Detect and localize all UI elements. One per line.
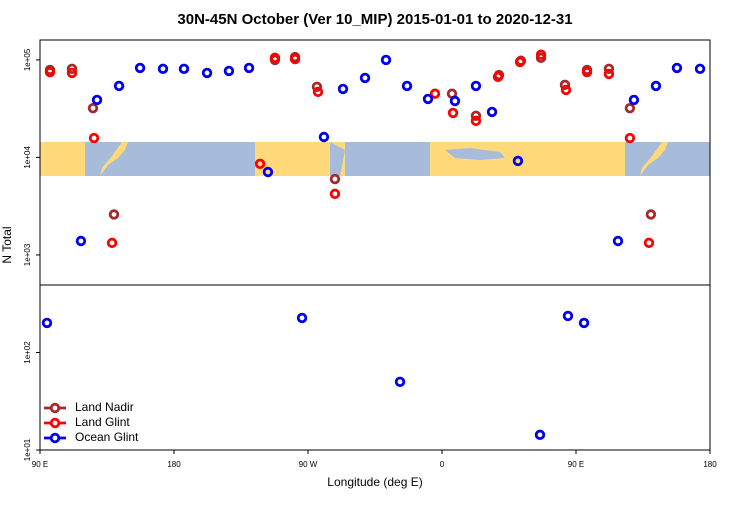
x-tick-label: 0 (440, 460, 445, 469)
point (694, 63, 706, 75)
point (535, 49, 547, 60)
point (486, 106, 498, 118)
point (559, 79, 571, 91)
point (612, 235, 624, 247)
x-tick-label: 180 (703, 460, 717, 469)
point (447, 107, 459, 119)
point (296, 312, 308, 324)
point (429, 88, 441, 99)
point (88, 132, 100, 144)
point (581, 66, 593, 78)
point (329, 173, 341, 185)
x-tick-label: 90 W (299, 460, 318, 469)
y-tick-label: 1e+04 (23, 146, 32, 169)
point (289, 53, 301, 65)
point (628, 94, 640, 106)
legend-label: Ocean Glint (75, 430, 139, 444)
point (534, 429, 546, 441)
point (394, 376, 406, 388)
map-band (40, 142, 710, 176)
chart-title: 30N-45N October (Ver 10_MIP) 2015-01-01 … (177, 11, 572, 28)
point (560, 84, 572, 96)
point (66, 67, 78, 79)
point (671, 62, 683, 74)
legend-swatch (49, 432, 61, 444)
point (262, 166, 274, 178)
point (470, 115, 482, 127)
point (337, 83, 349, 95)
point (91, 94, 103, 106)
point (643, 237, 655, 249)
point (562, 310, 574, 322)
x-tick-label: 90 E (32, 460, 48, 469)
point (645, 209, 657, 220)
legend-swatch (49, 417, 61, 429)
legend-label: Land Nadir (75, 400, 134, 414)
point (401, 80, 413, 92)
x-axis-label: Longitude (deg E) (327, 475, 422, 489)
point (318, 131, 330, 143)
point (269, 52, 281, 64)
x-tick-label: 90 E (568, 460, 584, 469)
point (106, 237, 118, 249)
point (650, 80, 662, 92)
point (41, 317, 53, 329)
point (514, 56, 526, 68)
plot-frame (39, 39, 711, 451)
point (157, 63, 169, 75)
point (87, 102, 99, 114)
point (603, 63, 615, 75)
y-tick-label: 1e+05 (23, 48, 32, 71)
point (312, 86, 324, 98)
y-axis-label: N Total (0, 226, 14, 263)
point (470, 80, 482, 92)
point (113, 80, 125, 92)
point (492, 71, 504, 83)
y-tick-label: 1e+02 (23, 341, 32, 364)
point (603, 68, 615, 80)
point (223, 65, 235, 77)
point (422, 93, 434, 105)
point (243, 62, 255, 74)
point (512, 155, 524, 167)
y-tick-label: 1e+03 (23, 243, 32, 266)
point (380, 54, 392, 66)
x-tick-label: 180 (167, 460, 181, 469)
point (311, 81, 323, 92)
legend-label: Land Glint (75, 415, 130, 429)
point (201, 67, 213, 79)
point (470, 110, 482, 122)
y-tick-label: 1e+01 (23, 438, 32, 461)
point (108, 209, 120, 220)
point (359, 72, 371, 84)
legend-swatch (49, 402, 61, 414)
point (178, 63, 190, 75)
point (134, 62, 146, 74)
point (624, 132, 636, 144)
point (75, 235, 87, 247)
point (44, 66, 56, 78)
point (66, 63, 78, 75)
point (578, 317, 590, 329)
point (329, 188, 341, 200)
point (254, 158, 266, 170)
point (624, 102, 636, 114)
point (449, 95, 461, 107)
